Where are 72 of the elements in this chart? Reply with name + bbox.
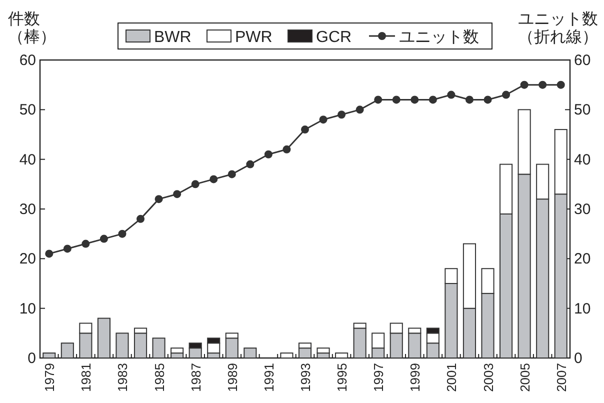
x-tick-label: 1981 — [78, 363, 94, 392]
bar — [152, 338, 166, 358]
x-tick-label: 1995 — [334, 363, 350, 392]
y2-tick-label: 0 — [574, 350, 582, 367]
point — [484, 96, 492, 104]
y-tick-label: 20 — [19, 250, 36, 268]
x-tick-label: 2005 — [517, 363, 532, 392]
point — [45, 250, 54, 258]
point — [556, 80, 565, 89]
point — [173, 190, 182, 198]
point — [447, 90, 456, 99]
point — [264, 150, 272, 158]
x-tick-label: 1987 — [188, 363, 204, 392]
point — [538, 80, 547, 89]
point — [191, 180, 200, 188]
point — [100, 234, 108, 243]
y-tick-label: 60 — [19, 52, 36, 69]
y2-tick-label: 40 — [574, 151, 591, 168]
point — [465, 96, 474, 104]
y2-axis-title: ユニット数（折れ線） — [518, 11, 598, 46]
bar — [244, 348, 257, 358]
point — [136, 214, 145, 223]
y-tick-label: 50 — [19, 102, 36, 119]
x-tick-label: 1991 — [261, 363, 276, 392]
y-axis-title: 件数（棒） — [8, 11, 56, 46]
x-tick-label: 1989 — [224, 363, 240, 392]
point — [63, 244, 72, 253]
x-tick-label: 1993 — [298, 363, 313, 392]
y2-tick-label: 20 — [574, 250, 591, 268]
legend-label: GCR — [316, 29, 352, 46]
point — [356, 106, 364, 114]
point — [118, 230, 126, 238]
point — [502, 90, 510, 99]
y2-tick-label: 60 — [574, 52, 591, 69]
x-tick-label: 1979 — [42, 363, 58, 392]
point — [410, 96, 419, 104]
point — [82, 240, 90, 248]
point — [319, 116, 328, 124]
y2-tick-label: 30 — [574, 201, 591, 218]
point — [520, 80, 528, 89]
bar — [280, 352, 294, 358]
y-tick-label: 30 — [19, 201, 36, 218]
x-tick-label: 1983 — [115, 363, 130, 392]
bar — [335, 352, 348, 358]
y2-tick-label: 10 — [574, 300, 591, 318]
y2-tick-label: 50 — [574, 102, 591, 119]
point — [392, 96, 400, 104]
point — [154, 195, 163, 204]
legend-label: BWR — [154, 29, 192, 46]
point — [282, 145, 291, 154]
x-tick-label: 2001 — [444, 363, 460, 392]
y-tick-label: 0 — [28, 350, 36, 367]
x-tick-label: 2003 — [480, 363, 496, 392]
x-tick-label: 2007 — [554, 363, 569, 392]
bar — [97, 318, 110, 358]
point — [210, 175, 218, 184]
x-tick-label: 1985 — [152, 363, 167, 392]
point — [301, 126, 309, 134]
point — [228, 170, 236, 178]
legend-label: PWR — [235, 29, 272, 46]
bar — [60, 342, 74, 358]
x-tick-label: 1999 — [408, 363, 423, 392]
point — [338, 110, 346, 119]
y-tick-label: 10 — [19, 300, 36, 318]
bar — [116, 332, 129, 358]
legend-label: ユニット数 — [399, 29, 479, 46]
bar — [42, 352, 56, 358]
point — [428, 96, 437, 104]
x-tick-label: 1997 — [371, 363, 386, 392]
point — [374, 96, 382, 104]
point — [246, 160, 254, 168]
y-tick-label: 40 — [19, 151, 36, 168]
